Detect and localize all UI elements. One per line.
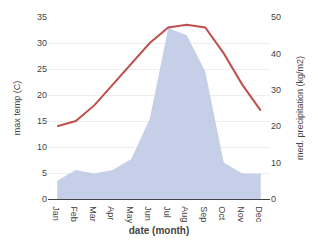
svg-text:max temp (C): max temp (C) xyxy=(12,81,22,136)
svg-text:0: 0 xyxy=(42,194,47,204)
svg-text:5: 5 xyxy=(42,168,47,178)
svg-text:Jun: Jun xyxy=(143,206,153,221)
svg-text:10: 10 xyxy=(37,142,47,152)
svg-text:med. precipitation (kg/m2): med. precipitation (kg/m2) xyxy=(295,56,305,160)
svg-text:Jul: Jul xyxy=(162,206,172,218)
svg-text:0: 0 xyxy=(271,194,276,204)
svg-text:40: 40 xyxy=(271,49,281,59)
svg-text:Aug: Aug xyxy=(180,206,190,222)
svg-text:Feb: Feb xyxy=(69,206,79,222)
svg-text:20: 20 xyxy=(271,121,281,131)
svg-text:20: 20 xyxy=(37,90,47,100)
svg-text:Apr: Apr xyxy=(106,206,116,220)
svg-text:May: May xyxy=(125,206,135,224)
svg-text:Nov: Nov xyxy=(236,206,246,223)
svg-text:30: 30 xyxy=(37,38,47,48)
svg-text:Mar: Mar xyxy=(88,206,98,222)
svg-text:15: 15 xyxy=(37,116,47,126)
svg-text:Oct: Oct xyxy=(217,206,227,221)
svg-text:50: 50 xyxy=(271,12,281,22)
svg-text:30: 30 xyxy=(271,85,281,95)
svg-text:Dec: Dec xyxy=(254,206,264,223)
svg-text:Jan: Jan xyxy=(51,206,61,221)
svg-text:Sep: Sep xyxy=(199,206,209,222)
svg-text:10: 10 xyxy=(271,158,281,168)
svg-text:35: 35 xyxy=(37,12,47,22)
svg-text:date (month): date (month) xyxy=(129,225,190,236)
svg-text:25: 25 xyxy=(37,64,47,74)
